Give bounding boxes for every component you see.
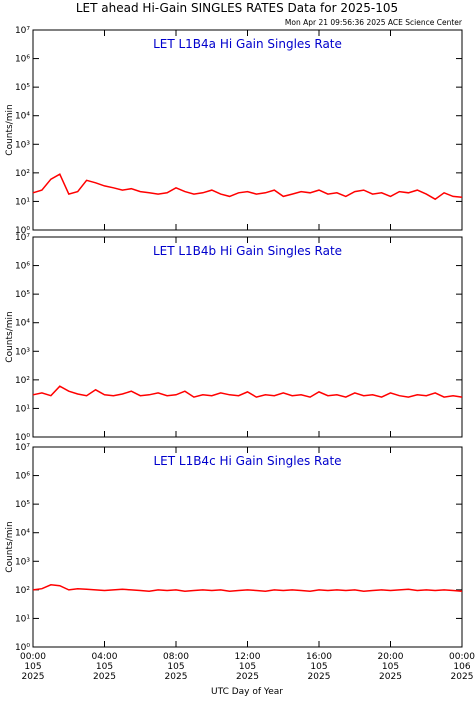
x-tick-label: 16:00 [306, 652, 332, 662]
y-tick-label: 10⁶ [15, 262, 30, 272]
y-tick-label: 10¹ [15, 614, 30, 624]
x-tick-label: 2025 [308, 672, 331, 682]
x-tick-label: 08:00 [163, 652, 189, 662]
y-tick-label: 10⁵ [15, 83, 30, 93]
x-tick-label: 2025 [236, 672, 259, 682]
y-axis-label: Counts/min [5, 104, 15, 155]
plot-frame [32, 236, 463, 438]
y-tick-label: 10¹ [15, 197, 30, 207]
x-tick-label: 12:00 [235, 652, 261, 662]
data-line [32, 385, 463, 398]
plot-frame [32, 446, 463, 648]
y-tick-label: 10⁴ [15, 529, 30, 539]
chart-title: LET ahead Hi-Gain SINGLES RATES Data for… [76, 1, 398, 15]
y-tick-label: 10⁴ [15, 112, 30, 122]
y-tick-label: 10⁵ [15, 290, 30, 300]
x-tick-label: 2025 [165, 672, 188, 682]
y-tick-label: 10⁰ [15, 226, 30, 236]
y-tick-label: 10⁶ [15, 55, 30, 65]
data-line [32, 173, 463, 201]
y-tick-label: 10³ [15, 140, 30, 150]
y-tick-label: 10² [15, 169, 30, 179]
y-tick-label: 10⁵ [15, 500, 30, 510]
y-tick-label: 10⁰ [15, 433, 30, 443]
panel-title: LET L1B4a Hi Gain Singles Rate [153, 37, 342, 51]
y-tick-label: 10⁷ [15, 443, 30, 453]
panel-title: LET L1B4c Hi Gain Singles Rate [153, 454, 341, 468]
x-tick-label: 2025 [451, 672, 474, 682]
x-tick-label: 2025 [22, 672, 45, 682]
x-axis-label: UTC Day of Year [211, 687, 283, 697]
x-tick-label: 105 [96, 662, 113, 672]
panel-title: LET L1B4b Hi Gain Singles Rate [153, 244, 342, 258]
x-tick-label: 105 [310, 662, 327, 672]
x-tick-label: 105 [382, 662, 399, 672]
y-tick-label: 10⁰ [15, 643, 30, 653]
x-tick-label: 2025 [379, 672, 402, 682]
y-tick-label: 10⁶ [15, 472, 30, 482]
x-tick-label: 106 [453, 662, 470, 672]
x-tick-label: 00:00 [449, 652, 475, 662]
y-tick-label: 10⁴ [15, 319, 30, 329]
x-tick-label: 04:00 [92, 652, 118, 662]
y-tick-label: 10⁷ [15, 233, 30, 243]
y-tick-label: 10² [15, 586, 30, 596]
y-tick-label: 10⁷ [15, 26, 30, 36]
y-tick-label: 10¹ [15, 404, 30, 414]
y-tick-label: 10³ [15, 347, 30, 357]
x-tick-label: 20:00 [378, 652, 404, 662]
x-tick-label: 00:00 [20, 652, 46, 662]
y-tick-label: 10² [15, 376, 30, 386]
y-axis-label: Counts/min [5, 311, 15, 362]
subtitle: Mon Apr 21 09:56:36 2025 ACE Science Cen… [285, 18, 463, 27]
y-tick-label: 10³ [15, 557, 30, 567]
data-line [32, 584, 463, 592]
x-tick-label: 105 [239, 662, 256, 672]
x-tick-label: 105 [24, 662, 41, 672]
y-axis-label: Counts/min [5, 521, 15, 572]
x-tick-label: 105 [167, 662, 184, 672]
x-tick-label: 2025 [93, 672, 116, 682]
plot-frame [32, 29, 463, 231]
